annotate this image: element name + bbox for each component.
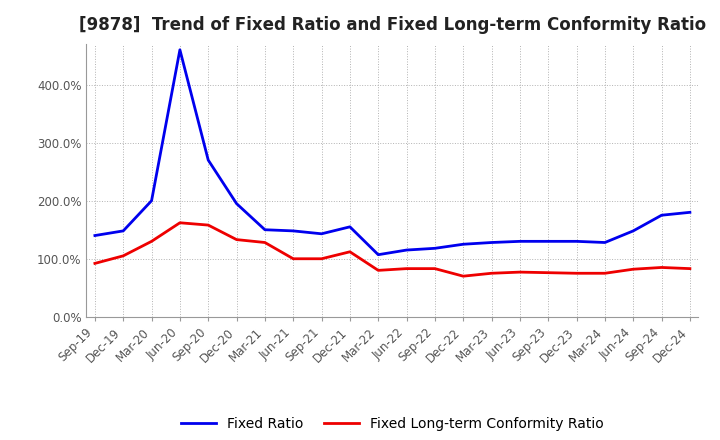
Fixed Long-term Conformity Ratio [600,271,609,276]
Fixed Ratio [148,198,156,203]
Fixed Long-term Conformity Ratio [431,266,439,271]
Fixed Long-term Conformity Ratio [572,271,581,276]
Line: Fixed Ratio: Fixed Ratio [95,50,690,255]
Fixed Long-term Conformity Ratio [402,266,411,271]
Fixed Ratio [204,158,212,163]
Fixed Long-term Conformity Ratio [346,249,354,254]
Fixed Long-term Conformity Ratio [685,266,694,271]
Fixed Ratio [572,239,581,244]
Fixed Ratio [544,239,552,244]
Fixed Ratio [402,247,411,253]
Fixed Ratio [459,242,467,247]
Fixed Ratio [431,246,439,251]
Fixed Long-term Conformity Ratio [544,270,552,275]
Fixed Ratio [487,240,496,245]
Fixed Long-term Conformity Ratio [91,261,99,266]
Fixed Long-term Conformity Ratio [459,274,467,279]
Fixed Ratio [346,224,354,230]
Fixed Long-term Conformity Ratio [148,239,156,244]
Fixed Ratio [318,231,326,236]
Fixed Long-term Conformity Ratio [204,223,212,228]
Title: [9878]  Trend of Fixed Ratio and Fixed Long-term Conformity Ratio: [9878] Trend of Fixed Ratio and Fixed Lo… [78,16,706,34]
Fixed Long-term Conformity Ratio [289,256,297,261]
Fixed Ratio [657,213,666,218]
Fixed Long-term Conformity Ratio [176,220,184,225]
Fixed Ratio [289,228,297,234]
Fixed Long-term Conformity Ratio [516,269,524,275]
Fixed Long-term Conformity Ratio [261,240,269,245]
Fixed Ratio [91,233,99,238]
Fixed Ratio [261,227,269,232]
Fixed Long-term Conformity Ratio [657,265,666,270]
Fixed Long-term Conformity Ratio [233,237,241,242]
Fixed Ratio [374,252,382,257]
Fixed Ratio [233,201,241,206]
Fixed Ratio [516,239,524,244]
Fixed Ratio [119,228,127,234]
Fixed Ratio [176,47,184,52]
Fixed Long-term Conformity Ratio [374,268,382,273]
Fixed Ratio [685,210,694,215]
Fixed Long-term Conformity Ratio [629,267,637,272]
Fixed Ratio [629,228,637,234]
Legend: Fixed Ratio, Fixed Long-term Conformity Ratio: Fixed Ratio, Fixed Long-term Conformity … [176,411,609,436]
Fixed Long-term Conformity Ratio [487,271,496,276]
Fixed Ratio [600,240,609,245]
Fixed Long-term Conformity Ratio [318,256,326,261]
Fixed Long-term Conformity Ratio [119,253,127,258]
Line: Fixed Long-term Conformity Ratio: Fixed Long-term Conformity Ratio [95,223,690,276]
